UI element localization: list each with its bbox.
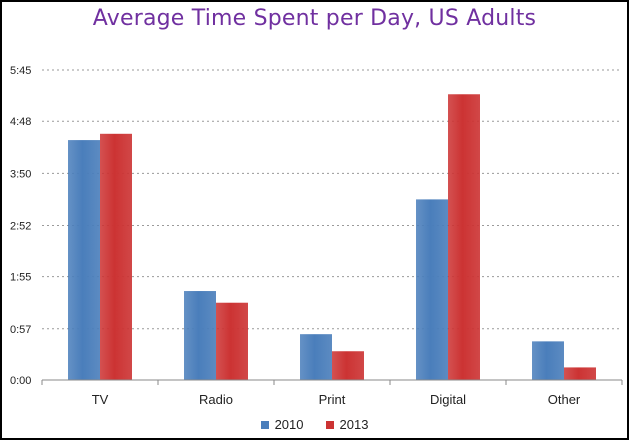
legend-item-2013: 2013 [325, 417, 369, 432]
y-tick-label: 2:52 [10, 220, 31, 232]
chart-plot: 0:00 0:57 1:55 2:52 3:50 4:48 5:45 TV Radio Print… [10, 65, 623, 407]
x-tick-label: Digital [430, 392, 466, 407]
bar-tv-2010 [68, 140, 100, 380]
bar-other-2013 [564, 367, 596, 380]
chart-title: Average Time Spent per Day, US Adults [92, 6, 537, 31]
bar-radio-2010 [184, 291, 216, 380]
bar-radio-2013 [216, 302, 248, 380]
x-tick-label: Other [548, 392, 581, 407]
legend-label-2010: 2010 [274, 417, 304, 432]
legend-swatch-2013 [325, 420, 334, 429]
bar-digital-2010 [416, 199, 448, 380]
bar-print-2010 [300, 334, 332, 380]
y-tick-label: 1:55 [10, 272, 31, 284]
chart-legend: 2010 2013 [2, 417, 627, 432]
y-tick-label: 4:48 [10, 116, 31, 128]
legend-item-2010: 2010 [260, 417, 304, 432]
bar-print-2013 [332, 351, 364, 380]
legend-label-2013: 2013 [339, 417, 369, 432]
y-tick-label: 0:00 [10, 375, 31, 387]
y-tick-label: 3:50 [10, 168, 31, 180]
bar-other-2010 [532, 341, 564, 380]
legend-swatch-2010 [260, 420, 269, 429]
y-tick-label: 0:57 [10, 324, 31, 336]
bar-digital-2013 [448, 94, 480, 381]
bar-tv-2013 [100, 133, 132, 380]
x-tick-label: Radio [199, 392, 233, 407]
x-tick-label: TV [92, 392, 109, 407]
y-tick-label: 5:45 [10, 65, 31, 77]
x-tick-label: Print [319, 392, 346, 407]
